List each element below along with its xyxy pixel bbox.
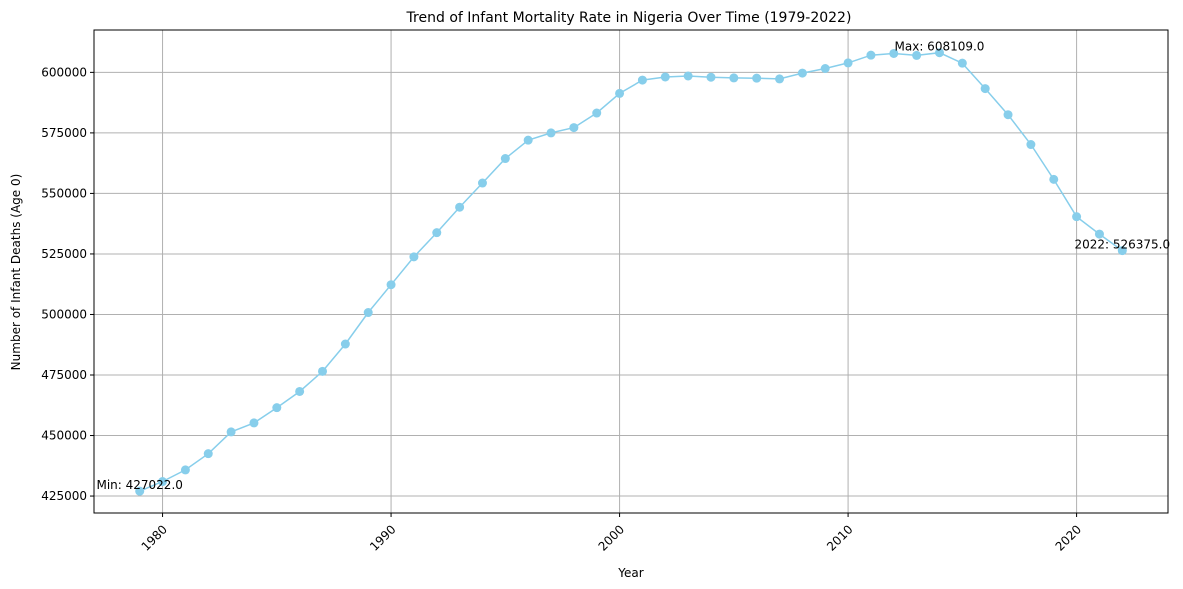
data-point [546, 128, 556, 138]
data-point [180, 465, 190, 475]
data-point [203, 449, 213, 459]
y-tick-label: 475000 [41, 368, 87, 382]
data-point [135, 486, 145, 496]
x-tick-label: 1990 [367, 522, 398, 553]
data-point [706, 72, 716, 82]
data-point [980, 84, 990, 94]
y-tick-label: 525000 [41, 247, 87, 261]
y-axis-ticks: 425000 450000 475000 500000 525000 550000 5750… [41, 65, 94, 503]
data-point [934, 48, 944, 58]
data-point [523, 135, 533, 145]
data-point [889, 48, 899, 58]
x-tick-label: 2020 [1053, 522, 1084, 553]
data-point [752, 73, 762, 83]
data-point [683, 71, 693, 81]
chart-title: Trend of Infant Mortality Rate in Nigeri… [406, 10, 852, 26]
data-point [660, 72, 670, 82]
data-point [1026, 140, 1036, 150]
data-point [592, 108, 602, 118]
data-point [158, 477, 168, 487]
data-point [615, 88, 625, 98]
x-tick-label: 2010 [824, 522, 855, 553]
data-point [249, 418, 259, 428]
series-line [139, 51, 1123, 492]
data-point [797, 68, 807, 78]
data-point [775, 74, 785, 84]
data-point [1049, 174, 1059, 184]
x-tick-label: 2000 [596, 522, 627, 553]
x-axis-ticks: 1980 1990 2000 2010 2020 [139, 513, 1084, 554]
data-annotation: Max: 608109.0 [895, 40, 985, 54]
y-tick-label: 500000 [41, 307, 87, 321]
data-point [912, 50, 922, 60]
data-point [637, 75, 647, 85]
data-point [226, 427, 236, 437]
data-point [386, 280, 396, 290]
data-annotation: 2022: 526375.0 [1074, 238, 1170, 252]
data-point [1094, 229, 1104, 239]
data-point [455, 202, 465, 212]
y-tick-label: 425000 [41, 489, 87, 503]
data-point [340, 339, 350, 349]
data-point [569, 123, 579, 133]
data-point [957, 58, 967, 68]
y-tick-label: 450000 [41, 429, 87, 443]
y-tick-label: 600000 [41, 65, 87, 79]
data-point [820, 63, 830, 73]
data-point [432, 228, 442, 238]
data-point [843, 58, 853, 68]
data-point [318, 366, 328, 376]
data-point [866, 50, 876, 60]
data-points [135, 48, 1127, 496]
data-annotation: Min: 427022.0 [96, 478, 182, 492]
data-point [477, 178, 487, 188]
y-tick-label: 575000 [41, 126, 87, 140]
x-tick-label: 1980 [139, 522, 170, 553]
annotations: Min: 427022.0 Max: 608109.0 2022: 526375.0 [96, 40, 1170, 492]
data-point [1072, 212, 1082, 222]
data-point [1003, 110, 1013, 120]
data-point [272, 403, 282, 413]
plot-frame [93, 29, 1169, 514]
data-point [729, 73, 739, 83]
y-axis-label: Number of Infant Deaths (Age 0) [9, 174, 23, 371]
data-point [409, 252, 419, 262]
x-axis-label: Year [617, 566, 643, 580]
data-point [363, 308, 373, 318]
data-point [295, 386, 305, 396]
data-point [1117, 246, 1127, 256]
data-point [500, 154, 510, 164]
grid [94, 30, 1168, 513]
y-tick-label: 550000 [41, 186, 87, 200]
